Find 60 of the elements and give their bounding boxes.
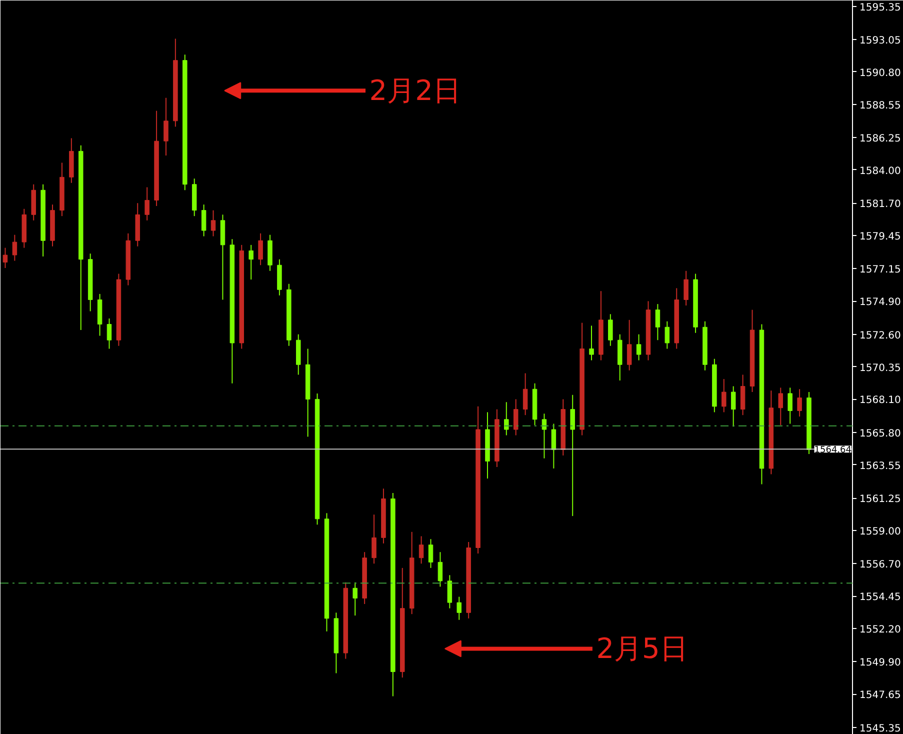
- y-tick-label: 1588.55: [860, 100, 901, 112]
- y-tick-label: 1584.00: [860, 166, 901, 177]
- candlestick: [2, 247, 8, 268]
- y-tick-label: 1572.60: [860, 330, 901, 342]
- candlestick: [655, 304, 660, 341]
- candlestick: [684, 270, 688, 306]
- y-tick-label: 1579.45: [860, 232, 901, 243]
- candlestick: [438, 552, 443, 588]
- candlestick: [258, 232, 263, 266]
- candlestick: [201, 204, 206, 237]
- y-tick-label: 1590.80: [860, 68, 901, 79]
- candlestick: [447, 574, 452, 609]
- y-tick-label: 1574.90: [860, 297, 901, 308]
- y-tick-label: 1586.25: [860, 133, 901, 144]
- candlestick: [12, 234, 18, 262]
- candlestick: [664, 320, 670, 350]
- y-tick-label: 1545.35: [860, 723, 901, 734]
- y-tick-label: 1577.15: [860, 264, 901, 276]
- candlestick: [428, 538, 434, 568]
- y-tick-label: 1563.55: [860, 460, 901, 472]
- candlestick: [456, 596, 462, 620]
- candlestick: [542, 413, 547, 459]
- candlestick: [740, 374, 746, 416]
- y-tick-label: 1556.70: [860, 560, 901, 571]
- y-tick-label: 1593.05: [860, 35, 901, 46]
- candlestick: [164, 97, 168, 156]
- candlestick: [797, 388, 802, 418]
- candlestick: [608, 314, 613, 346]
- candlestick: [372, 514, 376, 564]
- candlestick: [513, 398, 518, 436]
- candlestick: [106, 318, 112, 350]
- candlestick: [210, 210, 216, 237]
- y-tick-label: 1547.65: [860, 690, 901, 702]
- annotation: 2月2日: [369, 74, 461, 108]
- y-tick-label: 1595.35: [860, 2, 901, 14]
- y-tick-label: 1565.80: [860, 428, 901, 440]
- y-tick-label: 1561.25: [860, 494, 901, 506]
- candlestick: [551, 423, 556, 469]
- y-tick-label: 1549.90: [860, 658, 901, 669]
- y-tick-label: 1570.35: [860, 362, 901, 374]
- y-tick-label: 1568.10: [860, 395, 901, 406]
- candlestick: [589, 325, 594, 361]
- annotation: 2月5日: [596, 632, 688, 666]
- y-tick-label: 1559.00: [860, 526, 901, 538]
- candlestick: [144, 186, 150, 221]
- y-tick-label: 1581.70: [860, 199, 901, 210]
- candlestick: [504, 402, 509, 436]
- candlestick: [570, 394, 575, 517]
- candlestick: [626, 319, 632, 371]
- candlestick: [788, 387, 792, 424]
- y-tick-label: 1554.45: [860, 592, 901, 604]
- y-tick-label: 1552.20: [860, 624, 901, 636]
- candlestick: [722, 378, 726, 413]
- candlestick: [248, 244, 254, 280]
- candlestick: [522, 372, 528, 416]
- candlestick: [352, 582, 358, 616]
- candlestick: [778, 387, 784, 426]
- candlestick: [730, 386, 736, 428]
- candlestick: [418, 536, 424, 564]
- candlestick: [636, 334, 642, 361]
